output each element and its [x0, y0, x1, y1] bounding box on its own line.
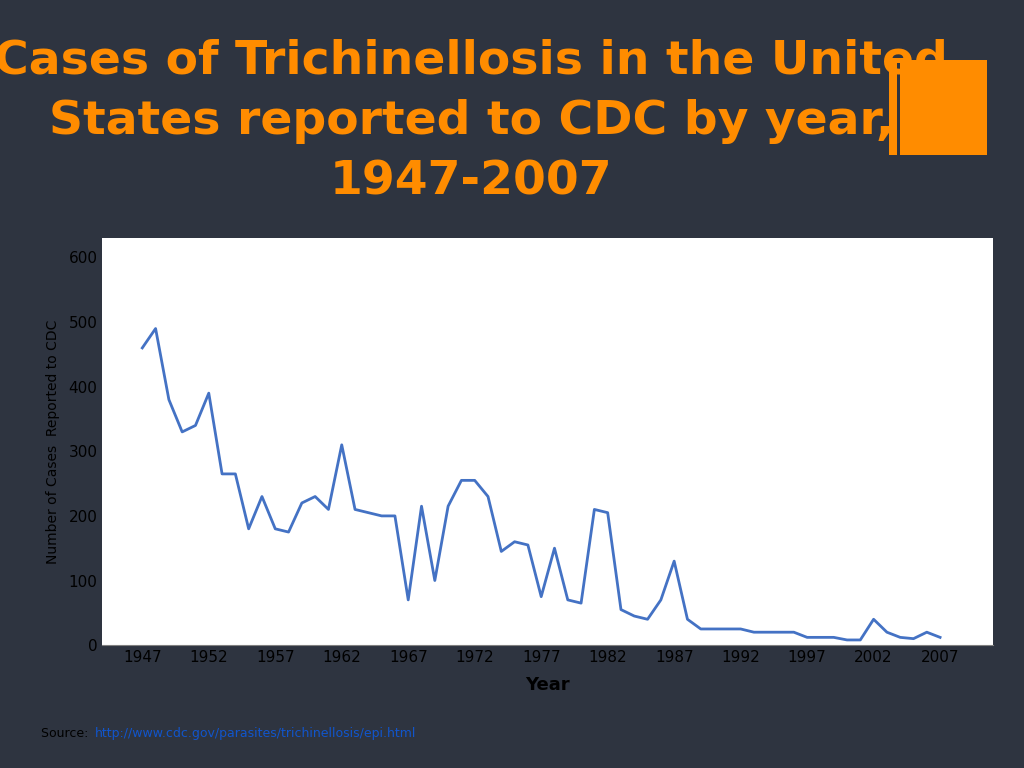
Bar: [900, 60, 987, 155]
X-axis label: Year: Year: [525, 676, 570, 694]
Y-axis label: Number of Cases  Reported to CDC: Number of Cases Reported to CDC: [46, 319, 60, 564]
Text: States reported to CDC by year,: States reported to CDC by year,: [48, 99, 894, 144]
Text: Cases of Trichinellosis in the United: Cases of Trichinellosis in the United: [0, 38, 948, 84]
Bar: [889, 60, 897, 155]
Text: Source:: Source:: [41, 727, 92, 740]
Text: 1947-2007: 1947-2007: [330, 159, 612, 204]
Text: http://www.cdc.gov/parasites/trichinellosis/epi.html: http://www.cdc.gov/parasites/trichinello…: [95, 727, 417, 740]
